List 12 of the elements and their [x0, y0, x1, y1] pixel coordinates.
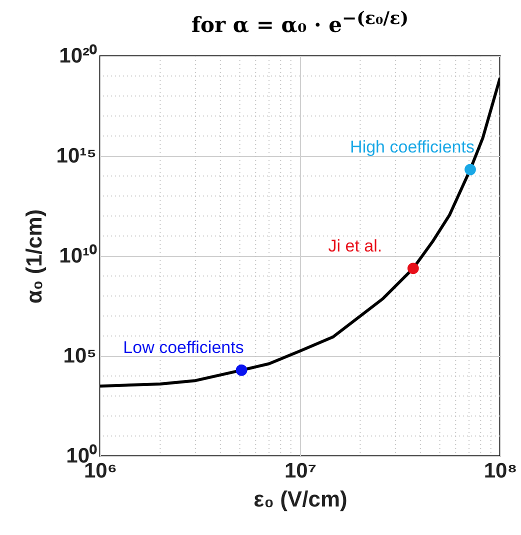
series-label: High coefficients: [350, 138, 474, 157]
x-axis-title: ε₀ (V/cm): [254, 486, 348, 512]
y-tick-label: 10¹⁰: [59, 244, 98, 268]
y-axis-title: α₀ (1/cm): [21, 209, 46, 304]
x-tick-label: 10⁷: [284, 460, 317, 482]
series-label: Ji et al.: [328, 236, 382, 256]
y-tick-label: 10²⁰: [59, 44, 98, 68]
series-label: Low coefficients: [123, 338, 244, 358]
y-tick-label: 10¹⁵: [56, 144, 96, 168]
x-tick-label: 10⁸: [484, 460, 518, 482]
chart-title: for α = α₀ · e$^{−(ε₀/ε)}$: [190, 8, 410, 37]
y-tick-label: 10⁵: [63, 344, 96, 368]
